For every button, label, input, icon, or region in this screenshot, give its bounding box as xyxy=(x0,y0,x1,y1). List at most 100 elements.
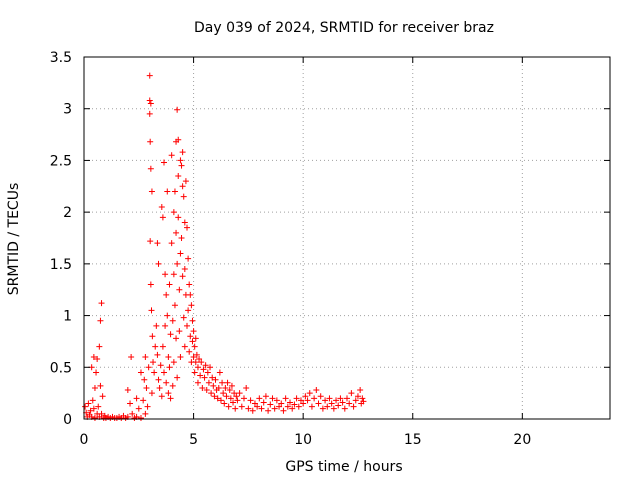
y-axis-label: SRMTID / TECUs xyxy=(6,183,22,296)
data-point xyxy=(333,397,340,404)
data-point xyxy=(167,331,174,338)
data-point xyxy=(156,384,163,391)
data-point xyxy=(98,410,105,417)
data-point xyxy=(221,400,228,407)
data-point xyxy=(135,405,142,412)
data-point xyxy=(159,214,166,221)
data-point xyxy=(278,400,285,407)
data-point xyxy=(203,387,210,394)
y-tick-label: 3 xyxy=(63,102,72,118)
data-point xyxy=(226,387,233,394)
data-point xyxy=(137,369,144,376)
data-point xyxy=(234,397,241,404)
data-point xyxy=(317,393,324,400)
data-point xyxy=(293,395,300,402)
data-point xyxy=(168,152,175,159)
data-point xyxy=(220,390,227,397)
data-point xyxy=(97,382,104,389)
data-point xyxy=(181,219,188,226)
data-point xyxy=(91,414,98,421)
data-point xyxy=(249,407,256,414)
data-point xyxy=(197,372,204,379)
data-point xyxy=(352,397,359,404)
data-point xyxy=(174,374,181,381)
data-point xyxy=(212,376,219,383)
data-point xyxy=(144,403,151,410)
data-point xyxy=(171,188,178,195)
data-point xyxy=(185,255,192,262)
x-tick-label: 20 xyxy=(513,432,531,448)
data-point xyxy=(217,397,224,404)
data-point xyxy=(335,402,342,409)
data-point xyxy=(148,188,155,195)
data-point xyxy=(359,395,366,402)
data-point xyxy=(151,369,158,376)
data-point xyxy=(243,384,250,391)
data-point xyxy=(354,393,361,400)
data-point xyxy=(171,302,178,309)
data-point xyxy=(128,353,135,360)
data-point xyxy=(186,281,193,288)
data-point xyxy=(160,159,167,166)
data-point xyxy=(291,401,298,408)
data-point xyxy=(90,353,97,360)
data-point xyxy=(222,384,229,391)
data-point xyxy=(228,382,235,389)
data-point xyxy=(176,328,183,335)
data-point xyxy=(174,106,181,113)
data-point xyxy=(163,291,170,298)
data-point xyxy=(90,405,97,412)
x-tick-label: 10 xyxy=(294,432,312,448)
data-point xyxy=(269,395,276,402)
data-point xyxy=(166,364,173,371)
data-point xyxy=(170,359,177,366)
data-point xyxy=(175,172,182,179)
data-point xyxy=(223,393,230,400)
data-point xyxy=(227,395,234,402)
axis-ticks xyxy=(83,56,610,420)
data-point xyxy=(162,271,169,278)
data-point xyxy=(271,405,278,412)
data-point xyxy=(326,395,333,402)
data-point xyxy=(148,307,155,314)
data-point xyxy=(232,405,239,412)
data-point xyxy=(330,405,337,412)
data-point xyxy=(210,382,217,389)
data-point xyxy=(304,397,311,404)
data-point xyxy=(145,364,152,371)
data-point xyxy=(155,376,162,383)
y-tick-label: 0.5 xyxy=(50,360,72,376)
data-point xyxy=(190,328,197,335)
data-point xyxy=(143,384,150,391)
data-point xyxy=(297,397,304,404)
data-point xyxy=(191,343,198,350)
data-point xyxy=(169,317,176,324)
data-point xyxy=(89,397,96,404)
data-point xyxy=(147,281,154,288)
data-point xyxy=(148,390,155,397)
y-tick-label: 2.5 xyxy=(50,153,72,169)
x-tick-label: 0 xyxy=(80,432,89,448)
data-point xyxy=(185,307,192,314)
data-point xyxy=(282,395,289,402)
data-point xyxy=(308,403,315,410)
data-point xyxy=(276,403,283,410)
data-point xyxy=(184,322,191,329)
data-point xyxy=(99,393,106,400)
data-point xyxy=(157,362,164,369)
data-point xyxy=(190,353,197,360)
data-point xyxy=(302,393,309,400)
chart-title: Day 039 of 2024, SRMTID for receiver bra… xyxy=(194,20,494,36)
data-point xyxy=(169,382,176,389)
data-point xyxy=(178,235,185,241)
data-point xyxy=(179,149,186,156)
data-point xyxy=(163,379,170,386)
data-point xyxy=(177,353,184,360)
data-point xyxy=(182,178,189,185)
data-point xyxy=(344,395,350,402)
data-point xyxy=(180,193,187,200)
data-point xyxy=(205,379,212,386)
data-point xyxy=(208,390,215,397)
data-point xyxy=(170,209,177,216)
